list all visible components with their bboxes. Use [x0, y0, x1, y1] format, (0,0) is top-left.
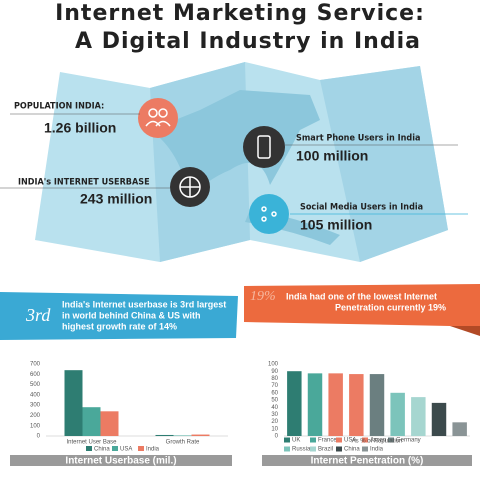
bar: [431, 402, 447, 436]
legend-label: India: [146, 447, 160, 453]
footer-bar: [262, 455, 472, 466]
legend-label: USA: [344, 438, 356, 444]
share-icon: [249, 194, 289, 234]
bar: [64, 370, 83, 436]
legend-label: Russia: [292, 447, 311, 453]
y-tick-label: 100: [30, 423, 41, 429]
bar: [82, 407, 101, 436]
bar: [155, 434, 174, 436]
legend-swatch: [310, 446, 316, 452]
legend-label: France: [318, 438, 337, 444]
stat-value: 1.26 billion: [44, 120, 116, 136]
legend-swatch: [362, 446, 368, 452]
banner-badge: 3rd: [25, 305, 51, 325]
bar: [349, 374, 364, 436]
legend-swatch: [336, 446, 342, 452]
y-tick-label: 90: [271, 369, 278, 375]
stat-label: Social Media Users in India: [300, 203, 423, 213]
legend-label: Japan: [370, 438, 386, 444]
legend-swatch: [86, 446, 92, 451]
map: [35, 62, 448, 262]
bar: [173, 435, 192, 436]
x-tick-label: Growth Rate: [166, 440, 200, 446]
y-tick-label: 300: [30, 403, 41, 409]
legend-label: Brazil: [318, 447, 333, 453]
legend-label: Germany: [396, 438, 421, 444]
banner-text: India had one of the lowest Internet: [286, 291, 437, 301]
legend-swatch: [112, 446, 118, 451]
legend-swatch: [284, 446, 290, 452]
stat-label: INDIA's INTERNET USERBASE: [18, 178, 150, 188]
y-tick-label: 500: [30, 382, 41, 388]
bar: [369, 374, 385, 436]
bar: [452, 422, 467, 436]
y-tick-label: 200: [30, 413, 41, 419]
bar: [411, 397, 426, 436]
legend-swatch: [388, 437, 394, 443]
y-tick-label: 80: [271, 376, 278, 382]
footer-title: Internet Userbase (mil.): [65, 456, 176, 467]
y-tick-label: 600: [30, 372, 41, 378]
y-tick-label: 0: [275, 434, 279, 440]
x-axis-label: As % of Population: [352, 439, 403, 445]
footer-title: Internet Penetration (%): [311, 456, 424, 467]
y-tick-label: 20: [271, 419, 278, 425]
legend-swatch: [284, 437, 290, 443]
y-tick-label: 70: [271, 383, 278, 389]
phone-icon: [243, 126, 285, 168]
legend-swatch: [362, 437, 368, 443]
bar: [191, 434, 210, 436]
y-tick-label: 400: [30, 392, 41, 398]
banner-badge: 19%: [250, 289, 276, 304]
banner: [0, 292, 238, 340]
title: A Digital Industry in India: [75, 29, 421, 54]
stat-value: 100 million: [296, 148, 368, 164]
legend-label: China: [94, 447, 110, 453]
y-tick-label: 50: [271, 398, 278, 404]
stat-value: 105 million: [300, 217, 372, 233]
stat-value: 243 million: [80, 191, 152, 207]
stat-label: POPULATION INDIA:: [14, 102, 104, 112]
y-tick-label: 60: [271, 390, 278, 396]
legend-swatch: [336, 437, 342, 443]
bar: [287, 371, 302, 436]
banner-text: India's Internet userbase is 3rd largest: [62, 299, 226, 309]
banner-text: Penetration currently 19%: [335, 302, 446, 312]
banner: [244, 284, 480, 326]
stat-label: Smart Phone Users in India: [296, 134, 420, 144]
legend-label: India: [370, 447, 384, 453]
bar: [328, 373, 343, 436]
y-tick-label: 0: [37, 434, 41, 440]
banner-text: in world behind China & US with: [62, 310, 201, 320]
people-icon: [138, 98, 178, 138]
bar: [390, 392, 405, 436]
legend-swatch: [138, 446, 144, 451]
footer-bar: [10, 455, 232, 466]
legend-label: China: [344, 447, 360, 453]
legend-label: UK: [292, 438, 300, 444]
y-tick-label: 700: [30, 362, 41, 368]
y-tick-label: 30: [271, 412, 278, 418]
bar: [307, 373, 323, 436]
legend-label: USA: [120, 447, 132, 453]
title: Internet Marketing Service:: [55, 1, 425, 26]
banner-text: highest growth rate of 14%: [62, 321, 177, 331]
y-tick-label: 100: [268, 362, 279, 368]
bar: [100, 411, 119, 436]
y-tick-label: 10: [271, 426, 278, 432]
y-tick-label: 40: [271, 405, 278, 411]
legend-swatch: [310, 437, 316, 443]
x-tick-label: Internet User Base: [66, 440, 117, 446]
